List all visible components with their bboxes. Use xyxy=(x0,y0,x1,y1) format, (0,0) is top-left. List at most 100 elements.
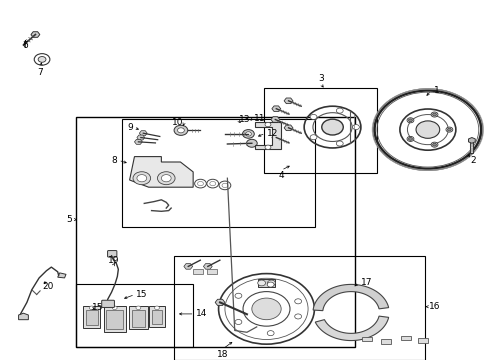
Polygon shape xyxy=(284,125,292,131)
Polygon shape xyxy=(183,264,192,269)
Text: 15: 15 xyxy=(92,303,103,312)
Circle shape xyxy=(336,141,343,146)
Circle shape xyxy=(157,172,175,185)
FancyBboxPatch shape xyxy=(107,251,117,257)
Bar xyxy=(129,306,147,329)
Bar xyxy=(131,310,145,327)
Circle shape xyxy=(136,306,141,310)
Bar xyxy=(103,306,125,332)
Polygon shape xyxy=(468,138,474,143)
Bar xyxy=(85,310,98,325)
Circle shape xyxy=(267,330,274,336)
Bar xyxy=(469,142,472,153)
Circle shape xyxy=(432,113,436,116)
Circle shape xyxy=(174,125,187,135)
Circle shape xyxy=(161,175,171,182)
Circle shape xyxy=(264,122,270,127)
Circle shape xyxy=(352,125,359,130)
Bar xyxy=(417,338,427,343)
Circle shape xyxy=(38,57,46,62)
Circle shape xyxy=(321,119,343,135)
Polygon shape xyxy=(271,106,280,112)
Bar xyxy=(122,119,315,227)
Polygon shape xyxy=(270,117,279,122)
Bar xyxy=(264,88,376,173)
Text: 8: 8 xyxy=(111,156,117,165)
Polygon shape xyxy=(203,264,212,269)
Circle shape xyxy=(294,314,301,319)
Bar xyxy=(173,256,425,360)
Text: 14: 14 xyxy=(195,309,206,318)
Bar xyxy=(149,306,164,327)
Circle shape xyxy=(432,143,436,146)
Polygon shape xyxy=(19,313,28,320)
Text: 6: 6 xyxy=(22,41,28,50)
Circle shape xyxy=(294,299,301,304)
Circle shape xyxy=(309,114,316,120)
Text: 4: 4 xyxy=(278,171,284,180)
Circle shape xyxy=(336,108,343,113)
Text: 12: 12 xyxy=(266,129,277,138)
Text: 13: 13 xyxy=(238,115,250,124)
Text: 2: 2 xyxy=(469,156,475,165)
Bar xyxy=(381,339,390,344)
Text: 3: 3 xyxy=(317,74,323,83)
Circle shape xyxy=(235,319,242,324)
Circle shape xyxy=(242,130,254,138)
Circle shape xyxy=(133,172,150,185)
Circle shape xyxy=(177,128,184,133)
Circle shape xyxy=(112,306,117,310)
Circle shape xyxy=(264,145,270,149)
Polygon shape xyxy=(215,299,224,306)
Text: 7: 7 xyxy=(38,68,43,77)
Text: 10: 10 xyxy=(171,118,183,127)
Circle shape xyxy=(309,135,316,140)
Circle shape xyxy=(406,136,413,141)
Circle shape xyxy=(89,306,94,310)
Circle shape xyxy=(246,139,257,147)
Polygon shape xyxy=(284,98,292,104)
Circle shape xyxy=(154,306,159,310)
Polygon shape xyxy=(58,273,66,278)
Circle shape xyxy=(406,118,413,123)
Polygon shape xyxy=(271,135,280,140)
Text: 16: 16 xyxy=(428,302,440,311)
Text: 9: 9 xyxy=(127,123,133,132)
Bar xyxy=(151,310,162,324)
Text: 17: 17 xyxy=(360,278,372,287)
Circle shape xyxy=(257,280,265,286)
Polygon shape xyxy=(31,32,40,37)
Text: 19: 19 xyxy=(107,256,119,265)
Bar xyxy=(83,306,100,328)
Bar xyxy=(206,269,216,274)
Polygon shape xyxy=(137,135,144,140)
Circle shape xyxy=(445,127,452,132)
Circle shape xyxy=(245,132,251,136)
Polygon shape xyxy=(255,122,280,149)
Polygon shape xyxy=(139,131,147,136)
FancyBboxPatch shape xyxy=(102,300,114,307)
Text: 20: 20 xyxy=(42,282,54,291)
Bar xyxy=(400,336,410,340)
Circle shape xyxy=(137,175,146,182)
Polygon shape xyxy=(315,316,388,341)
Circle shape xyxy=(430,112,437,117)
Text: 18: 18 xyxy=(216,350,228,359)
Circle shape xyxy=(430,142,437,147)
Bar xyxy=(76,117,354,347)
Polygon shape xyxy=(129,157,193,187)
Circle shape xyxy=(407,138,411,140)
Circle shape xyxy=(251,298,281,320)
Text: 11: 11 xyxy=(254,113,265,122)
Text: 15: 15 xyxy=(136,290,147,299)
Circle shape xyxy=(235,293,242,298)
Circle shape xyxy=(415,121,439,138)
Bar xyxy=(106,310,123,329)
Bar xyxy=(361,337,371,341)
Bar xyxy=(76,284,193,347)
Circle shape xyxy=(447,128,450,131)
Text: 5: 5 xyxy=(66,215,72,224)
Circle shape xyxy=(267,280,275,286)
Polygon shape xyxy=(312,284,388,311)
Circle shape xyxy=(267,282,274,287)
